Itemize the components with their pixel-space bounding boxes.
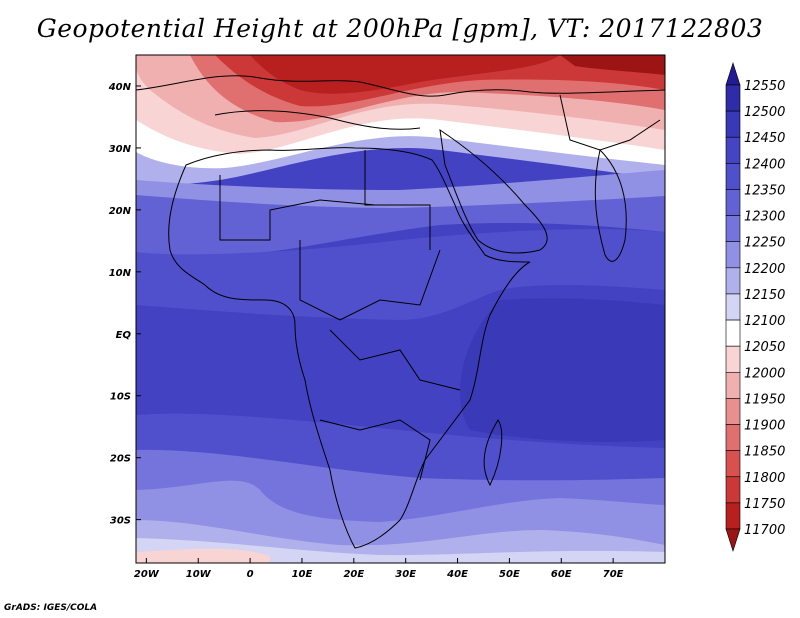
coastlines <box>136 75 665 549</box>
colorbar-label: 12200 <box>744 262 785 277</box>
x-tick-label: 10W <box>186 569 212 580</box>
colorbar-segment <box>725 293 741 321</box>
colorbar-label: 12500 <box>744 105 785 120</box>
colorbar-segment <box>725 398 741 425</box>
height-field <box>136 55 665 563</box>
colorbar-label: 11900 <box>744 419 785 434</box>
colorbar-label: 12450 <box>744 131 785 146</box>
y-tick-label: EQ <box>116 330 132 341</box>
y-tick-label: 30N <box>109 144 132 155</box>
border-3 <box>329 329 461 391</box>
colorbar-segment <box>725 241 741 269</box>
colorbar-segment <box>725 136 741 164</box>
colorbar-bottom-arrow <box>725 528 741 552</box>
y-tick-label: 10N <box>109 268 132 279</box>
y-tick-label: 20N <box>109 206 132 217</box>
y-tick-label: 30S <box>110 516 131 527</box>
border-5 <box>364 150 431 250</box>
colorbar-segment <box>725 450 741 478</box>
colorbar-label: 11700 <box>744 523 785 538</box>
colorbar-segment <box>725 502 741 530</box>
y-tick-label: 40N <box>108 82 132 93</box>
colorbar-label: 12550 <box>744 79 785 94</box>
colorbar-segment <box>725 476 741 504</box>
madagascar <box>483 419 503 487</box>
colorbar-segment <box>725 371 741 399</box>
colorbar-label: 11800 <box>744 471 785 486</box>
europe-coast <box>136 75 665 97</box>
y-tick-label: 10S <box>110 392 131 403</box>
colorbar-segment <box>725 424 741 451</box>
colorbar-label: 12350 <box>744 183 785 198</box>
chart-title: Geopotential Height at 200hPa [gpm], VT:… <box>36 14 764 43</box>
colorbar-segment <box>725 345 741 373</box>
x-tick-label: 20W <box>134 569 160 580</box>
colorbar-label: 12050 <box>744 340 785 355</box>
y-tick-label: 20S <box>110 454 131 465</box>
arabia <box>439 128 548 254</box>
colorbar: 12550 12500 12450 12400 12350 12300 12250 12200… <box>725 62 785 552</box>
x-tick-label: 20E <box>343 569 364 580</box>
india <box>594 149 627 262</box>
colorbar-segment <box>725 189 741 216</box>
border-2 <box>299 240 441 321</box>
colorbar-segment <box>725 84 741 112</box>
colorbar-label: 12300 <box>744 210 785 225</box>
colorbar-label: 12150 <box>744 288 785 303</box>
colorbar-segment <box>725 110 741 138</box>
axis-ticks: 20W 10W 0 10E 20E 30E 40E 50E 60E 70E 40N 30N 20N 10N… <box>108 82 624 580</box>
x-tick-label: 40E <box>446 569 468 580</box>
colorbar-top-arrow <box>725 62 741 86</box>
colorbar-segment <box>725 319 741 347</box>
colorbar-label: 12100 <box>744 314 785 329</box>
x-tick-label: 30E <box>395 569 416 580</box>
colorbar-label: 11750 <box>744 497 785 512</box>
border-6 <box>559 94 661 151</box>
colorbar-label: 12250 <box>744 236 785 251</box>
colorbar-segment <box>725 267 741 295</box>
x-tick-label: 0 <box>247 569 254 580</box>
mediterranean <box>214 110 421 130</box>
x-tick-label: 50E <box>499 569 520 580</box>
colorbar-label: 11950 <box>744 392 785 407</box>
map-frame <box>135 54 666 564</box>
x-tick-label: 10E <box>292 569 313 580</box>
border-4 <box>319 419 431 481</box>
credit-label: GrADS: IGES/COLA <box>4 603 98 613</box>
x-tick-label: 70E <box>603 569 624 580</box>
colorbar-segment <box>725 215 741 243</box>
border-1 <box>219 175 376 241</box>
colorbar-segment <box>725 163 741 190</box>
colorbar-label: 12000 <box>744 366 785 381</box>
colorbar-label: 12400 <box>744 157 785 172</box>
colorbar-label: 11850 <box>744 445 785 460</box>
x-tick-label: 60E <box>551 569 572 580</box>
